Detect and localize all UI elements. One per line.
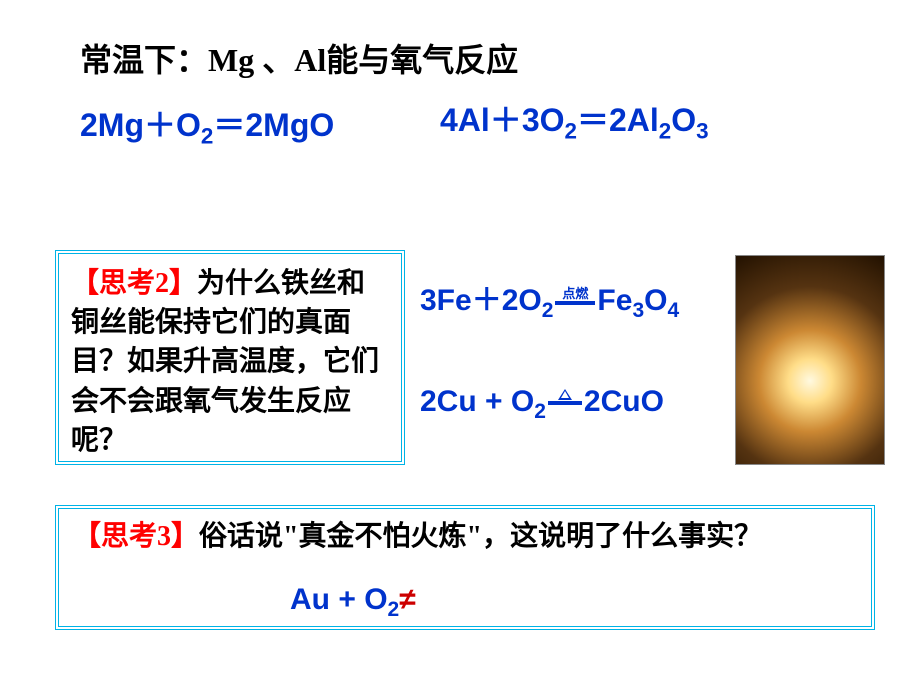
eq-au-sub2: 2 — [388, 598, 400, 621]
eq-fe-rhs1: Fe — [597, 284, 632, 317]
triangle-heat-icon — [558, 389, 572, 400]
eq-au-lhs1: Au — [290, 583, 330, 616]
equation-au: Au + O2≠ — [290, 583, 416, 622]
think-box-3: 【思考3】俗话说"真金不怕火炼"，这说明了什么事实？ — [55, 505, 875, 630]
eq-fe-sub4: 4 — [667, 299, 679, 322]
eq-mg-lhs1: 2Mg — [80, 107, 144, 143]
eq-mg-plus: ＋ — [144, 107, 176, 143]
eq-al-rhs2: O — [671, 102, 696, 138]
condition-line2-icon — [548, 401, 582, 405]
eq-al-sub3: 2 — [659, 118, 671, 143]
eq-fe-plus: ＋ — [472, 284, 502, 317]
slide-title: 常温下：Mg 、Al能与氧气反应 — [80, 35, 518, 81]
eq-cu-lhs1: 2Cu — [420, 385, 477, 418]
eq-au-lhs2: O — [364, 583, 387, 616]
eq-al-rhs1: 2Al — [609, 102, 659, 138]
equation-mg: 2Mg＋O2＝2MgO — [80, 100, 334, 149]
eq-mg-sub2: 2 — [201, 123, 213, 148]
think3-label: 【思考3】 — [73, 521, 199, 552]
eq-fe-rhs2: O — [644, 284, 667, 317]
think3-text: 俗话说"真金不怕火炼"，这说明了什么事实？ — [199, 521, 762, 552]
eq-al-sub4: 3 — [696, 118, 708, 143]
think2-label: 【思考2】 — [71, 268, 197, 299]
eq-mg-rhs: 2MgO — [245, 107, 334, 143]
condition-ignite: 点燃 — [555, 287, 595, 305]
eq-al-lhs2: 3O — [522, 102, 565, 138]
condition-line-icon — [555, 301, 595, 305]
eq-mg-eq: ＝ — [213, 107, 245, 143]
iron-burning-image — [735, 255, 885, 465]
eq-cu-sub2: 2 — [534, 400, 546, 423]
eq-fe-sub2: 2 — [542, 299, 554, 322]
condition-ignite-label: 点燃 — [555, 287, 595, 300]
eq-cu-plus: + — [477, 385, 511, 418]
eq-fe-sub3: 3 — [632, 299, 644, 322]
eq-mg-lhs2: O — [176, 107, 201, 143]
eq-cu-rhs: 2CuO — [584, 385, 664, 418]
equation-cu: 2Cu + O2 2CuO — [420, 385, 664, 424]
eq-au-neq: ≠ — [399, 583, 415, 616]
eq-cu-lhs2: O — [511, 385, 534, 418]
eq-au-plus: + — [330, 583, 364, 616]
equation-fe: 3Fe＋2O2点燃Fe3O4 — [420, 275, 679, 323]
eq-fe-lhs2: 2O — [502, 284, 542, 317]
equation-al: 4Al＋3O2＝2Al2O3 — [440, 95, 709, 144]
condition-heat — [548, 389, 582, 405]
eq-al-plus: ＋ — [490, 102, 522, 138]
eq-al-lhs1: 4Al — [440, 102, 490, 138]
eq-al-eq: ＝ — [577, 102, 609, 138]
think-box-2: 【思考2】为什么铁丝和铜丝能保持它们的真面目？如果升高温度，它们会不会跟氧气发生… — [55, 250, 405, 465]
eq-al-sub2: 2 — [565, 118, 577, 143]
eq-fe-lhs1: 3Fe — [420, 284, 472, 317]
